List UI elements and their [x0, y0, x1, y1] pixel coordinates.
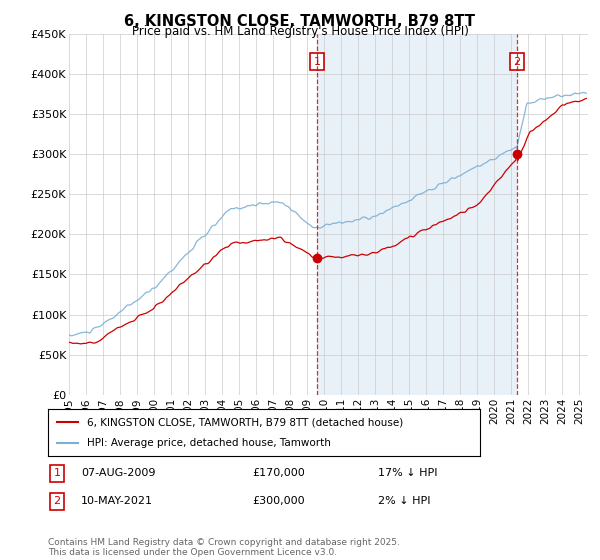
- Text: 6, KINGSTON CLOSE, TAMWORTH, B79 8TT (detached house): 6, KINGSTON CLOSE, TAMWORTH, B79 8TT (de…: [87, 417, 403, 427]
- Text: Price paid vs. HM Land Registry's House Price Index (HPI): Price paid vs. HM Land Registry's House …: [131, 25, 469, 38]
- Text: HPI: Average price, detached house, Tamworth: HPI: Average price, detached house, Tamw…: [87, 438, 331, 448]
- Text: 17% ↓ HPI: 17% ↓ HPI: [378, 468, 437, 478]
- Text: 2% ↓ HPI: 2% ↓ HPI: [378, 496, 431, 506]
- Text: £170,000: £170,000: [252, 468, 305, 478]
- Text: 1: 1: [314, 57, 320, 67]
- Text: Contains HM Land Registry data © Crown copyright and database right 2025.
This d: Contains HM Land Registry data © Crown c…: [48, 538, 400, 557]
- Bar: [317, 34, 517, 395]
- Text: 2: 2: [53, 496, 61, 506]
- Text: 1: 1: [53, 468, 61, 478]
- Text: 10-MAY-2021: 10-MAY-2021: [81, 496, 153, 506]
- Text: 6, KINGSTON CLOSE, TAMWORTH, B79 8TT: 6, KINGSTON CLOSE, TAMWORTH, B79 8TT: [125, 14, 476, 29]
- Text: 2: 2: [514, 57, 521, 67]
- Text: 07-AUG-2009: 07-AUG-2009: [81, 468, 155, 478]
- Text: £300,000: £300,000: [252, 496, 305, 506]
